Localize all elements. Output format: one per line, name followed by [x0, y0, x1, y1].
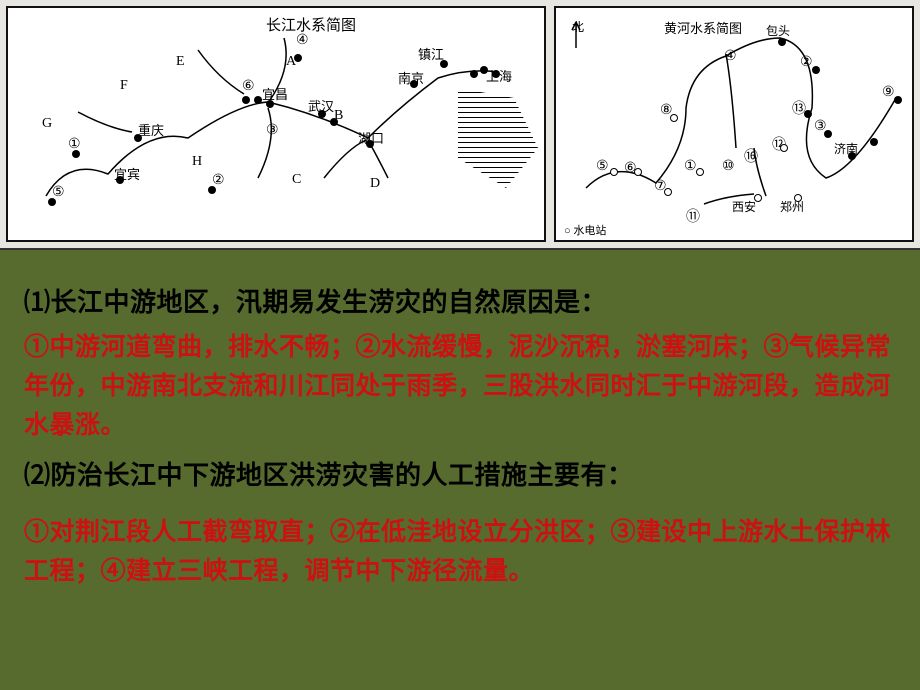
map-dot [492, 70, 500, 78]
map-dot [134, 134, 142, 142]
hydro-station [634, 168, 642, 176]
map-label: ⑨ [882, 84, 895, 101]
map-label: ⑩ [722, 158, 735, 175]
map-label: ④ [724, 48, 737, 65]
map-dot [804, 110, 812, 118]
hydro-station [664, 188, 672, 196]
map-dot [318, 110, 326, 118]
coast-hatch [458, 88, 538, 188]
map-label: 镇江 [418, 44, 444, 63]
map-label: E [176, 54, 185, 70]
map-dot [242, 96, 250, 104]
yangtze-map: 长江水系简图④AE⑥宜昌F武汉镇江南京上海湖口G重庆①③B宜宾H②CD⑤ [6, 6, 546, 242]
map-dot [266, 100, 274, 108]
hydro-station [754, 194, 762, 202]
question-1: ⑴长江中游地区，汛期易发生涝灾的自然原因是： [24, 282, 896, 322]
map-dot [470, 70, 478, 78]
map-label: G [42, 116, 52, 132]
hydro-station [780, 144, 788, 152]
map-label: ① [684, 158, 697, 175]
map-dot [330, 118, 338, 126]
map-label: F [120, 78, 128, 94]
map-label: 宜昌 [262, 84, 288, 103]
yellow-river-map: 黄河水系简图包头北②④⑬③⑧⑫济南⑯⑤⑥①⑩⑦⑪西安郑州⑨○ 水电站 [554, 6, 914, 242]
map-dot [894, 96, 902, 104]
map-dot [410, 80, 418, 88]
map-label: 北 [572, 18, 584, 35]
map-dot [812, 66, 820, 74]
map-dot [778, 38, 786, 46]
map-dot [440, 60, 448, 68]
question-2: ⑵防治长江中下游地区洪涝灾害的人工措施主要有： [24, 455, 896, 495]
text-content: ⑴长江中游地区，汛期易发生涝灾的自然原因是： ①中游河道弯曲，排水不畅；②水流缓… [0, 250, 920, 690]
map-label: ⑤ [596, 158, 609, 175]
map-label: H [192, 154, 202, 170]
hydro-station [696, 168, 704, 176]
map-label: 包头 [766, 22, 790, 39]
map-label: ⑪ [686, 206, 700, 226]
map-dot [294, 54, 302, 62]
map-dot [480, 66, 488, 74]
map-label: ⑯ [744, 146, 758, 166]
map-dot [254, 96, 262, 104]
answer-2: ①对荆江段人工截弯取直；②在低洼地设立分洪区；③建设中上游水土保护林工程；④建立… [24, 513, 896, 591]
map-label: ⑥ [242, 78, 255, 95]
map-label: ③ [266, 122, 279, 139]
hydro-station [610, 168, 618, 176]
slide: 长江水系简图④AE⑥宜昌F武汉镇江南京上海湖口G重庆①③B宜宾H②CD⑤ 黄河水… [0, 0, 920, 690]
map-label: ② [800, 54, 813, 71]
hydro-station [794, 194, 802, 202]
map-label: 黄河水系简图 [664, 18, 742, 37]
map-label: 西安 [732, 198, 756, 215]
answer-1: ①中游河道弯曲，排水不畅；②水流缓慢，泥沙沉积，淤塞河床；③气候异常年份，中游南… [24, 328, 896, 444]
map-row: 长江水系简图④AE⑥宜昌F武汉镇江南京上海湖口G重庆①③B宜宾H②CD⑤ 黄河水… [0, 0, 920, 250]
hydro-station [670, 114, 678, 122]
map-dot [366, 140, 374, 148]
map-dot [870, 138, 878, 146]
map-dot [824, 130, 832, 138]
map-label: D [370, 176, 380, 192]
map-label: ○ 水电站 [564, 222, 606, 238]
map-dot [48, 198, 56, 206]
map-dot [72, 150, 80, 158]
map-label: ④ [296, 32, 309, 49]
map-dot [116, 176, 124, 184]
map-dot [208, 186, 216, 194]
map-dot [848, 152, 856, 160]
map-label: C [292, 172, 301, 188]
map-label: 长江水系简图 [266, 14, 356, 35]
